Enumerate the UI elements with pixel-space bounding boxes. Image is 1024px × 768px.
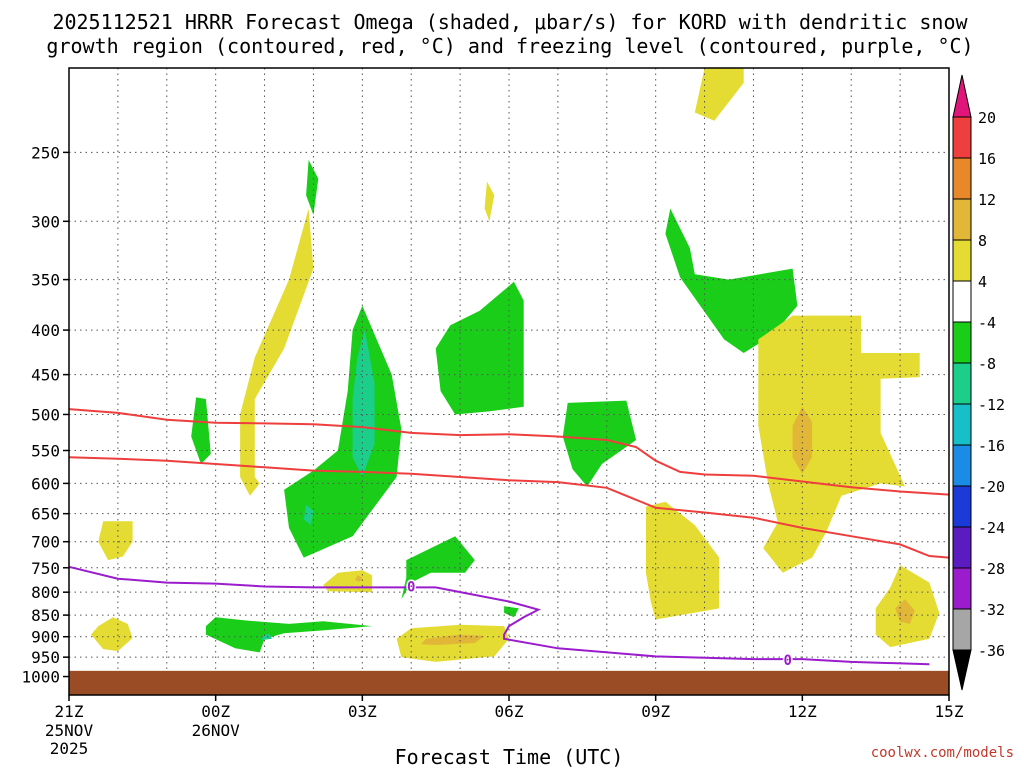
xtick-label-06Z: 06Z [495,702,524,721]
xtick-label-09Z: 09Z [641,702,670,721]
ytick-label-800: 800 [31,583,60,602]
omega-region-22 [323,570,373,593]
ytick-label-300: 300 [31,212,60,231]
ytick-label-350: 350 [31,271,60,290]
xtick-sublabel-26NOV: 26NOV [192,721,241,740]
omega-region-14 [694,68,744,121]
colorbar-band-6 [952,362,972,405]
omega-region-17 [98,521,133,561]
omega-region-19 [645,501,720,620]
omega-region-25 [421,634,485,645]
colorbar-band-4 [952,280,972,323]
chart-title-line-2: growth region (contoured, red, °C) and f… [46,34,973,58]
ytick-label-400: 400 [31,321,60,340]
contour-label-2-1: 0 [783,653,791,669]
omega-region-1 [306,159,319,215]
credit-text: coolwx.com/models [871,745,1014,761]
colorbar-tick-10: -24 [978,519,1005,537]
ground-surface [69,670,949,695]
ytick-label-900: 900 [31,628,60,647]
omega-colorbar: 20 16 12 8 4 -4 -8 -12 -16 -20 -24 -28 -32 -36 [952,74,1005,691]
omega-region-18 [91,617,133,652]
colorbar-tick-8: -16 [978,437,1005,455]
xtick-label-15Z: 15Z [935,702,964,721]
omega-region-21 [895,599,915,624]
omega-region-9 [205,617,373,653]
colorbar-tick-6: -8 [978,355,996,373]
colorbar-bottom-arrow [952,649,972,691]
omega-region-11 [665,208,798,353]
colorbar-top-arrow [952,74,972,118]
colorbar-tick-4: 4 [978,273,987,291]
ytick-label-500: 500 [31,405,60,424]
colorbar-tick-1: 16 [978,150,996,168]
colorbar-tick-12: -32 [978,601,1005,619]
ytick-label-650: 650 [31,505,60,524]
ytick-label-950: 950 [31,648,60,667]
colorbar-band-11 [952,567,972,610]
ytick-label-550: 550 [31,442,60,461]
colorbar-band-8 [952,444,972,487]
colorbar-tick-11: -28 [978,560,1005,578]
colorbar-band-3 [952,239,972,282]
colorbar-band-5 [952,321,972,364]
omega-region-4 [303,504,314,526]
colorbar-band-1 [952,157,972,200]
chart-title-line-1: 2025112521 HRRR Forecast Omega (shaded, … [52,10,968,34]
colorbar-tick-5: -4 [978,314,996,332]
pressure-axis: 250 300 350 400 450 500 550 600 650 700 750 800 850 9… [21,143,69,687]
colorbar-tick-3: 8 [978,232,987,250]
ytick-label-250: 250 [31,143,60,162]
colorbar-tick-9: -20 [978,478,1005,496]
ytick-label-600: 600 [31,474,60,493]
xtick-label-00Z: 00Z [201,702,230,721]
colorbar-band-7 [952,403,972,446]
omega-region-0 [191,397,211,464]
omega-region-13 [484,181,495,222]
colorbar-band-10 [952,526,972,569]
xtick-sublabel-25NOV: 25NOV [45,721,94,740]
ytick-label-850: 850 [31,606,60,625]
omega-region-12 [240,208,314,496]
colorbar-band-0 [952,116,972,159]
omega-region-5 [435,281,524,415]
contour-label-2-0: 0 [407,579,415,595]
xtick-label-21Z: 21Z [55,702,84,721]
ytick-label-700: 700 [31,533,60,552]
omega-region-8 [504,606,519,618]
xtick-label-12Z: 12Z [788,702,817,721]
xtick-label-03Z: 03Z [348,702,377,721]
colorbar-band-9 [952,485,972,528]
colorbar-tick-0: 20 [978,109,996,127]
omega-shaded-regions [91,68,940,662]
colorbar-tick-13: -36 [978,642,1005,660]
ground-rect [69,670,949,695]
omega-region-2 [284,305,402,558]
contour-line-2 [68,565,930,666]
x-axis-label: Forecast Time (UTC) [395,745,624,768]
ytick-label-1000: 1000 [21,668,60,687]
omega-region-3 [352,330,375,477]
ytick-label-450: 450 [31,366,60,385]
omega-region-23 [355,575,363,582]
colorbar-tick-7: -12 [978,396,1005,414]
omega-region-6 [562,400,637,487]
ytick-label-750: 750 [31,559,60,578]
contour-line-1 [68,456,950,559]
contour-line-0 [68,408,950,496]
xtick-year-2025: 2025 [50,739,89,758]
temperature-contours: 00 [68,408,950,670]
colorbar-band-12 [952,608,972,651]
omega-region-16 [792,406,813,474]
colorbar-band-2 [952,198,972,241]
colorbar-tick-2: 12 [978,191,996,209]
omega-region-15 [758,315,920,573]
